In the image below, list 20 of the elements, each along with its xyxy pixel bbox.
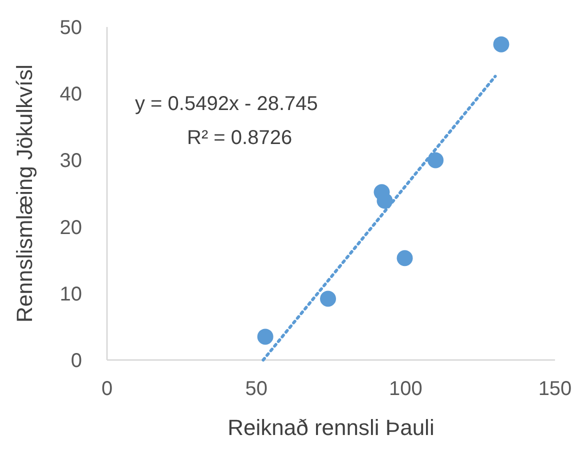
x-tick-label: 100 [388, 378, 422, 400]
y-tick-label: 10 [60, 283, 82, 306]
point [428, 152, 444, 168]
y-tick-label: 0 [70, 350, 82, 372]
point [493, 36, 510, 52]
x-tick-label: 50 [245, 378, 268, 400]
x-tick-label: 0 [101, 378, 113, 400]
point [396, 250, 413, 266]
point [376, 192, 393, 209]
y-tick-label: 40 [60, 84, 82, 106]
point [257, 328, 274, 345]
annotation: R² = 0.8726 [187, 127, 292, 149]
x-tick-label: 150 [538, 378, 572, 400]
point [320, 290, 336, 307]
y-tick-label: 50 [60, 17, 82, 39]
annotation: y = 0.5492x - 28.745 [135, 93, 318, 115]
y-axis-title: Rennslismlæing Jökulkvísl [12, 64, 37, 322]
x-axis-title: Reiknað rennsli Þauli [228, 415, 434, 440]
y-tick-label: 20 [60, 216, 82, 239]
y-tick-label: 30 [60, 150, 82, 172]
